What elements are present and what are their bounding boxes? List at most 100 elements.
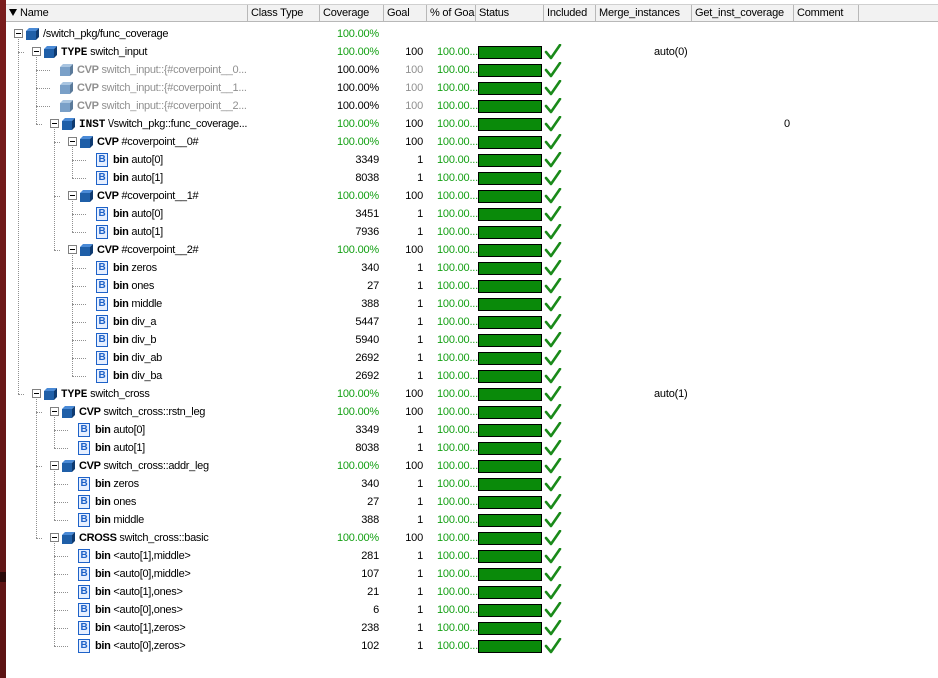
table-row[interactable]: CVP #coverpoint__2# 100.00% 100 100.00... xyxy=(6,241,938,259)
col-header-comment[interactable]: Comment xyxy=(794,5,859,22)
tree-node[interactable]: CVP #coverpoint__0# xyxy=(6,133,248,151)
table-row[interactable]: CVP switch_input::{#coverpoint__1... 100.… xyxy=(6,79,938,97)
table-row[interactable]: TYPE switch_cross 100.00% 100 100.00... auto… xyxy=(6,385,938,403)
col-header-status[interactable]: Status xyxy=(476,5,544,22)
tree-node[interactable]: INST \/switch_pkg::func_coverage... xyxy=(6,115,248,133)
collapse-icon[interactable] xyxy=(68,245,77,254)
header-dropdown-arrow-icon[interactable] xyxy=(9,9,17,16)
collapse-icon[interactable] xyxy=(14,29,23,38)
check-icon xyxy=(544,476,564,492)
node-label: bin <auto[1],middle> xyxy=(95,547,191,565)
table-row[interactable]: INST \/switch_pkg::func_coverage... 100.0… xyxy=(6,115,938,133)
tree-node[interactable]: TYPE switch_input xyxy=(6,43,248,61)
collapse-icon[interactable] xyxy=(50,533,59,542)
col-header-included[interactable]: Included xyxy=(544,5,596,22)
col-header-name[interactable]: Name xyxy=(17,5,248,22)
bin-icon: B xyxy=(78,513,90,527)
table-row[interactable]: CVP #coverpoint__0# 100.00% 100 100.00... xyxy=(6,133,938,151)
table-row[interactable]: CVP switch_cross::rstn_leg 100.00% 100 100.… xyxy=(6,403,938,421)
table-row[interactable]: CVP switch_input::{#coverpoint__0... 100.… xyxy=(6,61,938,79)
tree-node[interactable]: CROSS switch_cross::basic xyxy=(6,529,248,547)
col-header-class-type[interactable]: Class Type xyxy=(248,5,320,22)
col-header-get-inst-coverage[interactable]: Get_inst_coverage xyxy=(692,5,794,22)
collapse-icon[interactable] xyxy=(68,137,77,146)
table-row[interactable]: CVP #coverpoint__1# 100.00% 100 100.00... xyxy=(6,187,938,205)
tree-connector xyxy=(54,574,68,575)
tree-node[interactable]: CVP #coverpoint__2# xyxy=(6,241,248,259)
collapse-icon[interactable] xyxy=(50,119,59,128)
tree-node[interactable]: TYPE switch_cross xyxy=(6,385,248,403)
table-row[interactable]: /switch_pkg/func_coverage 100.00% xyxy=(6,25,938,43)
table-row[interactable]: CVP switch_cross::addr_leg 100.00% 100 100.… xyxy=(6,457,938,475)
table-row[interactable]: CROSS switch_cross::basic 100.00% 100 100.0… xyxy=(6,529,938,547)
collapse-icon[interactable] xyxy=(32,389,41,398)
table-row[interactable]: TYPE switch_input 100.00% 100 100.00... auto… xyxy=(6,43,938,61)
collapse-icon[interactable] xyxy=(50,461,59,470)
tree-node[interactable]: CVP switch_cross::addr_leg xyxy=(6,457,248,475)
table-row[interactable]: CVP switch_input::{#coverpoint__2... 100.… xyxy=(6,97,938,115)
collapse-icon[interactable] xyxy=(50,407,59,416)
col-header-goal[interactable]: Goal xyxy=(384,5,427,22)
tree-node[interactable]: CVP #coverpoint__1# xyxy=(6,187,248,205)
node-label: bin auto[0] xyxy=(95,421,145,439)
col-header-coverage[interactable]: Coverage xyxy=(320,5,384,22)
goal-value: 1 xyxy=(417,370,423,382)
collapse-icon[interactable] xyxy=(68,191,77,200)
goal-value: 100 xyxy=(405,532,423,544)
tree-node[interactable]: CVP switch_input::{#coverpoint__1... xyxy=(6,79,248,97)
tree-node[interactable]: /switch_pkg/func_coverage xyxy=(6,25,248,43)
node-keyword: bin xyxy=(95,640,111,652)
col-header-merge-instances[interactable]: Merge_instances xyxy=(596,5,692,22)
tree-node[interactable]: CVP switch_input::{#coverpoint__2... xyxy=(6,97,248,115)
collapse-icon[interactable] xyxy=(32,47,41,56)
bin-icon: B xyxy=(96,297,108,311)
tree-node[interactable]: CVP switch_cross::rstn_leg xyxy=(6,403,248,421)
tree-node[interactable]: CVP switch_input::{#coverpoint__0... xyxy=(6,61,248,79)
col-header-pct-goal[interactable]: % of Goal xyxy=(427,5,476,22)
